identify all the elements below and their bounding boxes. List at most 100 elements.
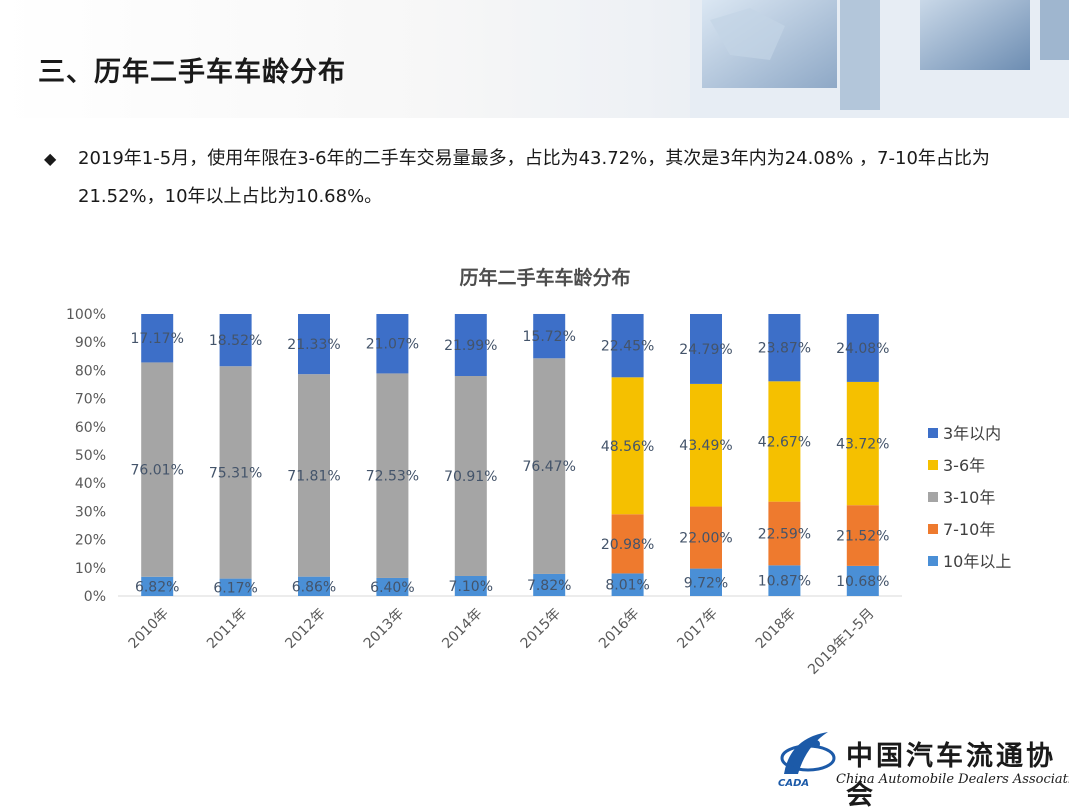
- data-label: 75.31%: [209, 465, 262, 481]
- data-label: 48.56%: [601, 439, 654, 455]
- y-tick-label: 100%: [66, 307, 106, 323]
- data-label: 24.08%: [836, 341, 889, 357]
- data-label: 10.87%: [758, 574, 811, 590]
- bar-segment: [141, 362, 174, 577]
- data-label: 6.86%: [292, 579, 336, 595]
- bar-segment: [454, 376, 487, 576]
- x-tick-label: 2012年: [282, 606, 328, 652]
- data-label: 76.47%: [523, 459, 576, 475]
- x-tick-label: 2011年: [204, 606, 250, 652]
- legend-label: 3-10年: [943, 488, 995, 507]
- data-label: 22.00%: [679, 531, 732, 547]
- logo-abbr: CADA: [778, 778, 810, 789]
- legend-label: 3-6年: [943, 456, 985, 475]
- x-tick-label: 2014年: [439, 606, 485, 652]
- x-tick-label: 2015年: [518, 606, 564, 652]
- data-label: 21.52%: [836, 529, 889, 545]
- bar-segment: [376, 577, 409, 596]
- data-label: 21.07%: [366, 337, 419, 353]
- y-tick-label: 20%: [75, 533, 106, 549]
- data-label: 43.72%: [836, 437, 889, 453]
- bar-segment: [846, 565, 879, 596]
- x-tick-label: 2018年: [753, 606, 799, 652]
- bar-segment: [611, 573, 644, 596]
- bar-segment: [690, 383, 722, 507]
- logo-name-en: China Automobile Dealers Association: [836, 772, 1069, 787]
- bar-segment: [611, 377, 644, 515]
- data-label: 43.49%: [679, 438, 732, 454]
- bar-segment: [454, 314, 487, 377]
- bar-segment: [533, 313, 566, 359]
- data-label: 21.33%: [287, 337, 340, 353]
- bar-segment: [298, 314, 330, 375]
- bar-segment: [768, 381, 801, 502]
- cada-emblem-icon: [780, 732, 836, 774]
- association-logo: 中国汽车流通协会 China Automobile Dealers Associ…: [776, 728, 1069, 811]
- bar-segment: [219, 578, 252, 596]
- bar-segment: [298, 374, 330, 577]
- bar-segment: [846, 314, 879, 382]
- x-tick-label: 2017年: [674, 606, 720, 652]
- bar-segment: [219, 314, 252, 367]
- data-label: 10.68%: [836, 574, 889, 590]
- data-label: 71.81%: [287, 468, 340, 484]
- data-label: 6.40%: [370, 580, 414, 596]
- page-title: 三、历年二手车车龄分布: [38, 57, 346, 88]
- x-tick-label: 2019年1-5月: [805, 606, 877, 678]
- header-banner: 三、历年二手车车龄分布: [0, 0, 1069, 118]
- data-label: 76.01%: [131, 463, 184, 479]
- bar-segment: [768, 501, 801, 566]
- bar-segment: [376, 373, 409, 578]
- bar-segment: [141, 314, 174, 363]
- x-tick-label: 2010年: [126, 606, 172, 652]
- y-tick-label: 90%: [75, 335, 106, 351]
- data-label: 15.72%: [523, 329, 576, 345]
- y-tick-label: 0%: [84, 589, 106, 605]
- bar-segment: [690, 568, 722, 596]
- legend-label: 10年以上: [943, 552, 1011, 571]
- bar-segment: [533, 358, 566, 574]
- banner-decoration: [690, 0, 1069, 118]
- data-label: 6.17%: [213, 580, 257, 596]
- bar-segment: [298, 576, 330, 596]
- data-label: 70.91%: [444, 469, 497, 485]
- data-label: 7.82%: [527, 578, 571, 594]
- data-label: 18.52%: [209, 333, 262, 349]
- y-tick-label: 30%: [75, 504, 106, 520]
- legend-swatch: [928, 460, 938, 470]
- data-label: 7.10%: [449, 579, 493, 595]
- bar-segment: [690, 314, 722, 384]
- bar-segment: [376, 314, 409, 374]
- legend-swatch: [928, 556, 938, 566]
- diamond-bullet-icon: ◆: [44, 149, 57, 168]
- intro-paragraph: ◆ 2019年1-5月，使用年限在3-6年的二手车交易量最多，占比为43.72%…: [44, 140, 1034, 216]
- data-label: 17.17%: [131, 331, 184, 347]
- y-tick-label: 70%: [75, 392, 106, 408]
- data-label: 6.82%: [135, 579, 179, 595]
- bar-segment: [846, 505, 879, 566]
- bar-segment: [768, 314, 801, 382]
- legend-label: 3年以内: [943, 424, 1001, 443]
- x-tick-label: 2016年: [596, 606, 642, 652]
- legend-swatch: [928, 524, 938, 534]
- chart-title: 历年二手车车龄分布: [459, 266, 630, 289]
- legend-swatch: [928, 492, 938, 502]
- bar-segment: [533, 573, 566, 596]
- y-tick-label: 50%: [75, 448, 106, 464]
- data-label: 9.72%: [684, 575, 728, 591]
- y-tick-label: 10%: [75, 561, 106, 577]
- y-tick-label: 80%: [75, 363, 106, 379]
- data-label: 8.01%: [605, 578, 649, 594]
- data-label: 42.67%: [758, 434, 811, 450]
- data-label: 24.79%: [679, 342, 732, 358]
- data-label: 22.59%: [758, 526, 811, 542]
- data-label: 23.87%: [758, 341, 811, 357]
- bar-segment: [611, 314, 644, 378]
- bar-segment: [690, 506, 722, 569]
- data-label: 20.98%: [601, 537, 654, 553]
- data-label: 22.45%: [601, 339, 654, 355]
- legend-label: 7-10年: [943, 520, 995, 539]
- bar-segment: [846, 381, 879, 506]
- intro-text: 2019年1-5月，使用年限在3-6年的二手车交易量最多，占比为43.72%，其…: [78, 148, 990, 207]
